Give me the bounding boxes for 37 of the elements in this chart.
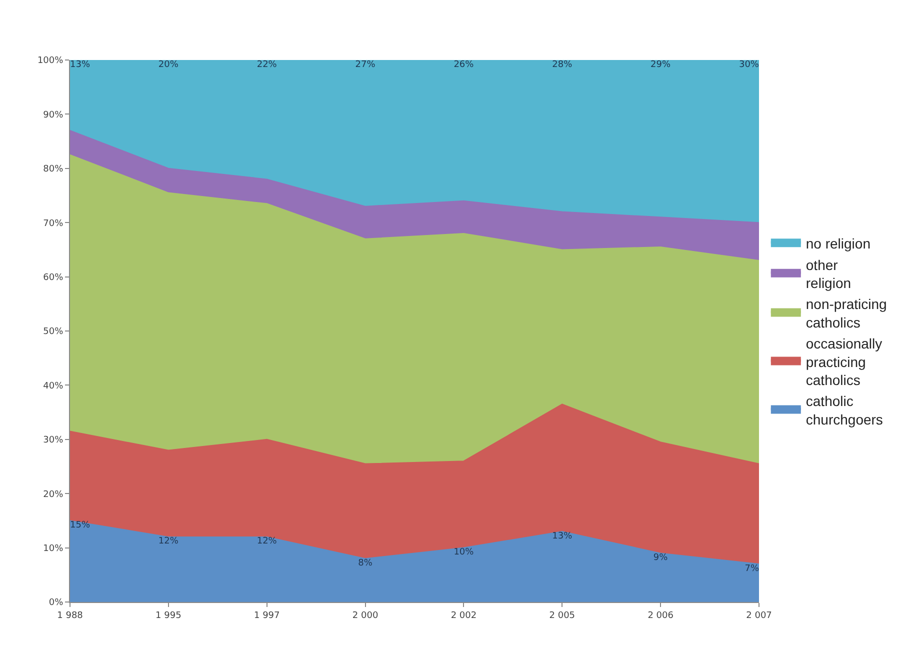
data-label: 22%	[256, 60, 278, 70]
data-label: 15%	[70, 520, 90, 530]
data-label: 30%	[738, 60, 760, 70]
x-tick-label: 1 988	[57, 610, 84, 621]
y-tick-label: 30%	[43, 436, 64, 446]
y-tick-label: 50%	[43, 327, 64, 338]
x-tick-label: 2 007	[746, 610, 772, 621]
data-label: 28%	[552, 60, 573, 70]
data-label: 8%	[358, 558, 373, 568]
legend-label: catholic churchgoers	[806, 393, 883, 428]
data-label: 10%	[454, 548, 474, 558]
data-label: 27%	[355, 60, 376, 70]
data-label: 29%	[650, 60, 672, 70]
x-tick-label: 2 000	[352, 610, 378, 621]
data-label: 13%	[70, 60, 90, 70]
y-tick-label: 60%	[43, 272, 64, 283]
data-label: 12%	[256, 536, 278, 547]
x-tick-label: 2 002	[450, 610, 477, 621]
data-label: 20%	[158, 60, 179, 70]
legend-label: no religion	[806, 236, 870, 252]
x-tick-label: 2 005	[549, 610, 576, 621]
y-tick-label: 70%	[43, 218, 64, 229]
y-tick-label: 100%	[37, 56, 64, 66]
y-tick-label: 90%	[43, 110, 64, 120]
y-tick-label: 40%	[43, 381, 64, 392]
data-label: 26%	[454, 60, 474, 70]
data-label: 7%	[744, 564, 760, 574]
data-label: 13%	[552, 531, 573, 542]
y-tick-label: 0%	[48, 598, 64, 608]
data-label: 9%	[653, 552, 668, 563]
y-tick-label: 10%	[43, 544, 64, 554]
y-tick-label: 80%	[43, 164, 64, 175]
x-tick-label: 1 997	[254, 610, 280, 621]
x-tick-label: 1 995	[156, 610, 182, 621]
data-label: 12%	[158, 536, 179, 547]
x-tick-label: 2 006	[648, 610, 674, 621]
y-tick-label: 20%	[43, 490, 64, 500]
